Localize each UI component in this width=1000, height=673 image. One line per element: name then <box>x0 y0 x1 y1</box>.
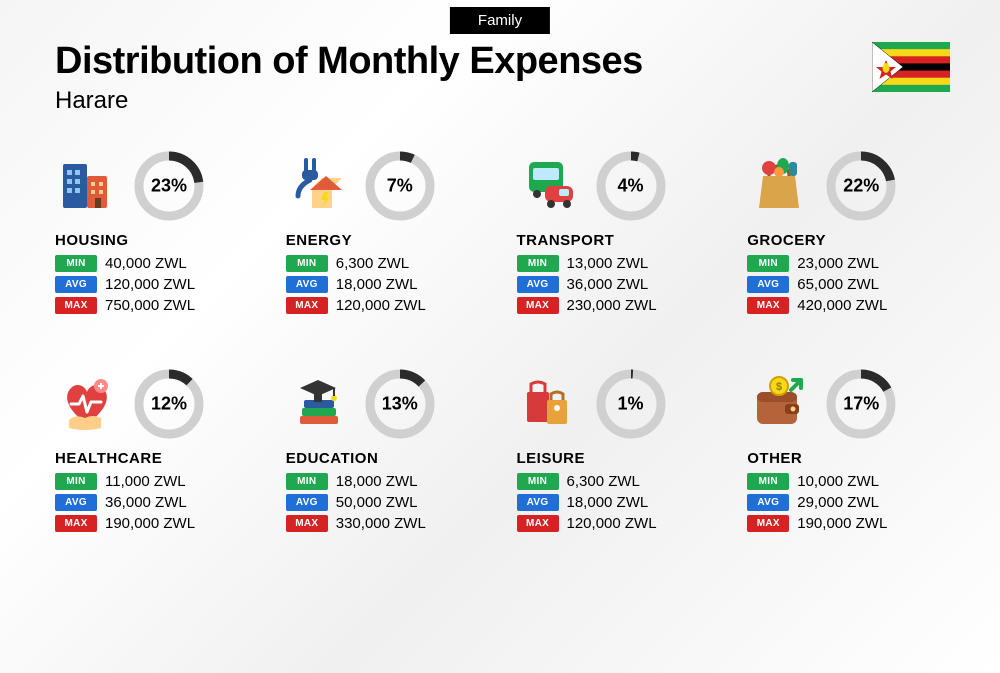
card-energy: 7% ENERGY MIN 6,300 ZWL AVG 18,000 ZWL M… <box>286 150 499 318</box>
max-value: 120,000 ZWL <box>567 515 657 532</box>
zimbabwe-flag-icon <box>872 42 950 92</box>
min-badge: MIN <box>55 473 97 490</box>
pct-label: 22% <box>843 176 879 197</box>
avg-badge: AVG <box>286 494 328 511</box>
min-value: 6,300 ZWL <box>336 255 409 272</box>
max-value: 190,000 ZWL <box>105 515 195 532</box>
avg-badge: AVG <box>747 494 789 511</box>
category-title: HEALTHCARE <box>55 450 268 467</box>
page-subtitle: Harare <box>55 87 945 115</box>
header: Distribution of Monthly Expenses Harare <box>55 40 945 115</box>
page-title: Distribution of Monthly Expenses <box>55 40 945 83</box>
max-badge: MAX <box>55 297 97 314</box>
pct-label: 23% <box>151 176 187 197</box>
min-badge: MIN <box>55 255 97 272</box>
pct-label: 17% <box>843 394 879 415</box>
category-title: GROCERY <box>747 232 960 249</box>
min-value: 23,000 ZWL <box>797 255 879 272</box>
card-grocery: 22% GROCERY MIN 23,000 ZWL AVG 65,000 ZW… <box>747 150 960 318</box>
max-badge: MAX <box>286 297 328 314</box>
pct-label: 4% <box>617 176 643 197</box>
min-badge: MIN <box>286 255 328 272</box>
pct-label: 7% <box>387 176 413 197</box>
max-value: 120,000 ZWL <box>336 297 426 314</box>
category-title: HOUSING <box>55 232 268 249</box>
pct-ring-grocery: 22% <box>825 150 897 222</box>
categories-grid: 23% HOUSING MIN 40,000 ZWL AVG 120,000 Z… <box>55 150 960 536</box>
max-badge: MAX <box>747 297 789 314</box>
leisure-icon <box>517 372 581 436</box>
transport-icon <box>517 154 581 218</box>
svg-text:$: $ <box>776 381 782 393</box>
max-badge: MAX <box>747 515 789 532</box>
max-badge: MAX <box>517 297 559 314</box>
avg-badge: AVG <box>517 494 559 511</box>
card-transport: 4% TRANSPORT MIN 13,000 ZWL AVG 36,000 Z… <box>517 150 730 318</box>
card-leisure: 1% LEISURE MIN 6,300 ZWL AVG 18,000 ZWL … <box>517 368 730 536</box>
avg-badge: AVG <box>747 276 789 293</box>
avg-badge: AVG <box>517 276 559 293</box>
avg-value: 29,000 ZWL <box>797 494 879 511</box>
avg-value: 36,000 ZWL <box>105 494 187 511</box>
min-value: 11,000 ZWL <box>105 473 186 490</box>
category-title: ENERGY <box>286 232 499 249</box>
grocery-icon <box>747 154 811 218</box>
card-education: 13% EDUCATION MIN 18,000 ZWL AVG 50,000 … <box>286 368 499 536</box>
pct-label: 1% <box>617 394 643 415</box>
max-value: 420,000 ZWL <box>797 297 887 314</box>
max-value: 330,000 ZWL <box>336 515 426 532</box>
avg-badge: AVG <box>286 276 328 293</box>
category-title: TRANSPORT <box>517 232 730 249</box>
card-healthcare: 12% HEALTHCARE MIN 11,000 ZWL AVG 36,000… <box>55 368 268 536</box>
avg-value: 18,000 ZWL <box>336 276 418 293</box>
education-icon <box>286 372 350 436</box>
healthcare-icon <box>55 372 119 436</box>
pct-label: 13% <box>382 394 418 415</box>
min-badge: MIN <box>747 255 789 272</box>
min-badge: MIN <box>517 255 559 272</box>
avg-badge: AVG <box>55 494 97 511</box>
avg-value: 65,000 ZWL <box>797 276 879 293</box>
pct-ring-transport: 4% <box>595 150 667 222</box>
min-value: 13,000 ZWL <box>567 255 649 272</box>
energy-icon <box>286 154 350 218</box>
min-value: 40,000 ZWL <box>105 255 187 272</box>
max-value: 190,000 ZWL <box>797 515 887 532</box>
category-title: OTHER <box>747 450 960 467</box>
avg-badge: AVG <box>55 276 97 293</box>
avg-value: 50,000 ZWL <box>336 494 418 511</box>
min-badge: MIN <box>286 473 328 490</box>
min-badge: MIN <box>517 473 559 490</box>
pct-ring-other: 17% <box>825 368 897 440</box>
category-title: LEISURE <box>517 450 730 467</box>
min-value: 18,000 ZWL <box>336 473 418 490</box>
min-value: 10,000 ZWL <box>797 473 879 490</box>
max-badge: MAX <box>286 515 328 532</box>
avg-value: 120,000 ZWL <box>105 276 195 293</box>
max-badge: MAX <box>517 515 559 532</box>
pct-ring-education: 13% <box>364 368 436 440</box>
pct-ring-housing: 23% <box>133 150 205 222</box>
wallet-icon: $ <box>747 372 811 436</box>
buildings-icon <box>55 154 119 218</box>
pct-ring-leisure: 1% <box>595 368 667 440</box>
pct-ring-healthcare: 12% <box>133 368 205 440</box>
card-other: $ 17% OTHER MIN 10,000 ZWL AVG 29,000 ZW… <box>747 368 960 536</box>
pct-label: 12% <box>151 394 187 415</box>
avg-value: 18,000 ZWL <box>567 494 649 511</box>
card-housing: 23% HOUSING MIN 40,000 ZWL AVG 120,000 Z… <box>55 150 268 318</box>
max-badge: MAX <box>55 515 97 532</box>
min-badge: MIN <box>747 473 789 490</box>
avg-value: 36,000 ZWL <box>567 276 649 293</box>
min-value: 6,300 ZWL <box>567 473 640 490</box>
max-value: 750,000 ZWL <box>105 297 195 314</box>
category-title: EDUCATION <box>286 450 499 467</box>
category-tag: Family <box>450 7 550 34</box>
max-value: 230,000 ZWL <box>567 297 657 314</box>
pct-ring-energy: 7% <box>364 150 436 222</box>
